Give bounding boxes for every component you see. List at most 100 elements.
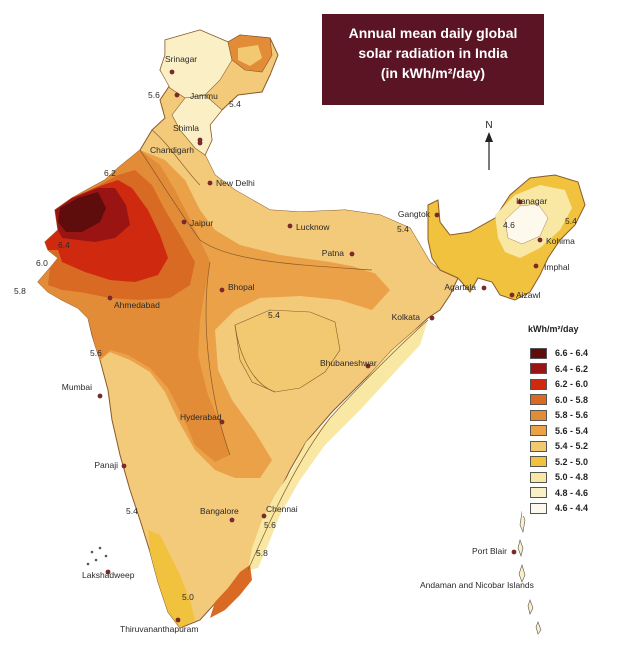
isoline-value-label: 5.4 [268, 310, 280, 320]
city-label: Hyderabad [180, 412, 222, 422]
legend-label: 5.4 - 5.2 [555, 441, 589, 451]
city-marker [429, 315, 435, 321]
andaman-islands [517, 510, 542, 635]
legend-swatch [530, 487, 547, 498]
isoline-value-label: 6.4 [58, 240, 70, 250]
city-label: Chennai [266, 504, 298, 514]
legend-label: 5.6 - 5.4 [555, 425, 589, 436]
north-label: N [485, 120, 492, 131]
city-label: Kolkata [392, 312, 421, 322]
city-marker [434, 212, 440, 218]
isoline-value-label: 6.2 [104, 168, 116, 178]
legend-label: 6.2 - 6.0 [555, 379, 589, 389]
city-marker [181, 219, 187, 225]
zone-5-0-kerala [148, 530, 195, 628]
ladakh-inner-region [238, 45, 262, 66]
city-label: Port Blair [472, 546, 507, 556]
city-marker [365, 363, 371, 369]
city-label: Bangalore [200, 506, 239, 516]
legend-item: 5.0 - 4.8 [530, 470, 588, 484]
city-marker [481, 285, 487, 291]
north-arrow-head [485, 132, 493, 142]
legend-swatch [530, 456, 547, 467]
isoline-labels: 5.6 5.4 6.2 6.4 6.0 5.8 5.6 5.4 5.4 4.6 5.4 5.4 5.6 5… [14, 90, 577, 602]
legend-item: 6.6 - 6.4 [530, 346, 588, 360]
city-marker [207, 180, 213, 186]
city-label: Lucknow [296, 222, 330, 232]
city-marker [219, 287, 225, 293]
legend-item: 6.2 - 6.0 [530, 377, 588, 391]
city-marker [349, 251, 355, 257]
legend-item: 4.8 - 4.6 [530, 486, 588, 500]
legend-label: 6.4 - 6.2 [555, 363, 589, 374]
city-marker [261, 513, 267, 519]
city-label: Ahmedabad [114, 300, 160, 310]
city-label: Chandigarh [150, 145, 194, 155]
isoline-value-label: 5.4 [397, 224, 409, 234]
city-label: Itanagar [516, 196, 547, 206]
city-marker [174, 92, 180, 98]
zone-5-2-east-coast [248, 320, 428, 570]
city-label: Andaman and Nicobar Islands [420, 580, 534, 590]
legend-swatch [530, 347, 547, 359]
city-marker [197, 140, 203, 146]
city-label: Bhubaneshwar [320, 358, 377, 368]
isoline-value-label: 5.8 [14, 286, 26, 296]
north-arrow: N [485, 120, 493, 170]
city-marker [169, 69, 175, 75]
isoline-value-label: 5.4 [229, 99, 241, 109]
isoline-value-label: 5.6 [264, 520, 276, 530]
city-marker [517, 199, 523, 205]
legend-item: 5.6 - 5.4 [530, 424, 588, 438]
city-label: Agartala [444, 282, 476, 292]
city-label: Lakshadweep [82, 570, 135, 580]
isoline-value-label: 5.0 [182, 592, 194, 602]
city-label: Thiruvananthapuram [120, 624, 198, 634]
zone-5-2-central [234, 309, 341, 393]
city-label: New Delhi [216, 178, 255, 188]
legend-swatch [530, 363, 547, 374]
legend-swatch [530, 440, 547, 452]
city-marker [537, 237, 543, 243]
city-label: Jammu [190, 91, 218, 101]
legend-item: 5.4 - 5.2 [530, 439, 588, 453]
isoline-value-label: 4.6 [503, 220, 515, 230]
city-marker [229, 517, 235, 523]
map-title: Annual mean daily global solar radiation… [322, 14, 544, 105]
legend-item: 5.8 - 5.6 [530, 408, 588, 422]
lakshadweep-islands [86, 546, 108, 566]
legend-item: 6.4 - 6.2 [530, 362, 588, 376]
city-label: Gangtok [398, 209, 431, 219]
legend-item: 5.2 - 5.0 [530, 455, 588, 469]
legend-label: 6.6 - 6.4 [555, 348, 589, 358]
city-marker [107, 295, 113, 301]
zone-6-0-tamilnadu [210, 565, 252, 618]
zone-6-6 [58, 192, 106, 232]
isoline-value-label: 5.6 [90, 348, 102, 358]
legend-label: 4.6 - 4.4 [555, 503, 589, 513]
isoline-value-label: 5.6 [148, 90, 160, 100]
city-label: Aizawl [516, 290, 541, 300]
city-label: Patna [322, 248, 344, 258]
isoline-value-label: 6.0 [36, 258, 48, 268]
isoline-value-label: 5.4 [126, 506, 138, 516]
city-label: Srinagar [165, 54, 197, 64]
city-label: Mumbai [62, 382, 92, 392]
legend-label: 4.8 - 4.6 [555, 487, 589, 498]
legend-item: 4.6 - 4.4 [530, 501, 588, 515]
city-marker [219, 419, 225, 425]
map-title-line-2: solar radiation in India [358, 45, 508, 61]
city-marker [509, 292, 515, 298]
city-label: Kohima [546, 236, 575, 246]
city-marker [533, 263, 539, 269]
legend-label: 6.0 - 5.8 [555, 394, 589, 405]
legend-swatch [530, 471, 547, 483]
himachal-region [171, 94, 223, 156]
city-markers: Srinagar Jammu Shimla Chandigarh New Delhi Ja… [62, 54, 575, 634]
city-marker [97, 393, 103, 399]
city-marker [105, 569, 111, 575]
legend-swatch [530, 394, 547, 405]
city-label: Bhopal [228, 282, 255, 292]
legend-label: 5.8 - 5.6 [555, 410, 589, 420]
legend-swatch [530, 425, 547, 436]
